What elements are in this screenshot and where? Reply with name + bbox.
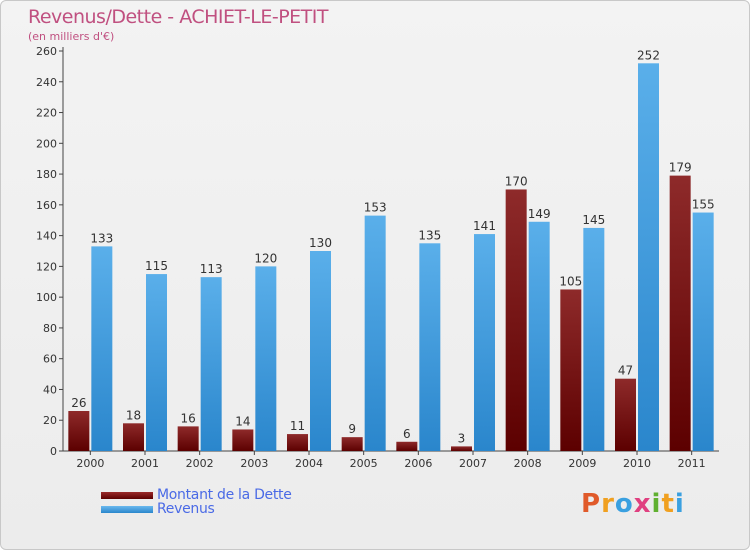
bar-revenus xyxy=(419,243,441,451)
bar-dette xyxy=(396,441,418,451)
data-label-revenus: 113 xyxy=(200,262,223,276)
data-label-revenus: 155 xyxy=(692,198,715,212)
y-tick-label: 200 xyxy=(36,137,57,150)
y-tick-label: 40 xyxy=(43,383,57,396)
x-tick-label: 2009 xyxy=(568,457,596,470)
bar-revenus xyxy=(692,212,714,451)
data-label-revenus: 120 xyxy=(254,251,277,265)
y-tick-label: 0 xyxy=(50,445,57,458)
bar-dette xyxy=(232,429,254,451)
bar-revenus xyxy=(638,63,659,452)
bar-dette xyxy=(68,411,90,451)
x-tick-label: 2011 xyxy=(678,457,706,470)
proxiti-logo: Proxiti xyxy=(581,489,685,519)
bar-dette xyxy=(615,378,636,451)
y-tick-label: 220 xyxy=(36,107,57,120)
data-label-dette: 18 xyxy=(126,408,141,422)
data-label-revenus: 133 xyxy=(90,231,113,245)
y-tick-label: 180 xyxy=(36,168,57,181)
bar-dette xyxy=(451,446,472,451)
data-label-dette: 11 xyxy=(290,419,305,433)
x-tick-label: 2003 xyxy=(240,457,268,470)
y-tick-label: 120 xyxy=(36,260,57,273)
legend-swatch-revenus xyxy=(101,505,153,513)
data-label-revenus: 135 xyxy=(418,228,441,242)
legend-item-dette: Montant de la Dette xyxy=(101,487,292,503)
data-label-dette: 26 xyxy=(71,396,86,410)
bar-dette xyxy=(287,434,308,451)
data-label-revenus: 252 xyxy=(637,48,660,62)
y-tick-label: 100 xyxy=(36,291,57,304)
bar-dette xyxy=(669,175,691,451)
y-tick-label: 80 xyxy=(43,322,57,335)
x-tick-label: 2005 xyxy=(350,457,378,470)
chart-title: Revenus/Dette - ACHIET-LE-PETIT xyxy=(28,6,328,28)
logo-letter: P xyxy=(581,489,602,519)
bar-revenus xyxy=(528,221,550,451)
logo-letter: t xyxy=(661,489,675,519)
data-label-revenus: 141 xyxy=(473,219,496,233)
x-tick-label: 2010 xyxy=(623,457,651,470)
x-tick-label: 2007 xyxy=(459,457,487,470)
data-label-revenus: 130 xyxy=(309,236,332,250)
logo-letter: r xyxy=(601,489,615,519)
data-label-dette: 9 xyxy=(348,422,356,436)
data-label-dette: 3 xyxy=(458,431,466,445)
chart-subtitle: (en milliers d'€) xyxy=(28,30,115,43)
data-label-revenus: 153 xyxy=(364,201,387,215)
x-tick-label: 2001 xyxy=(131,457,159,470)
logo-letter: o xyxy=(614,489,634,519)
logo-letter: x xyxy=(633,489,652,519)
legend-swatch-dette xyxy=(101,491,153,499)
bar-dette xyxy=(505,189,527,451)
y-tick-label: 160 xyxy=(36,199,57,212)
bar-dette xyxy=(560,289,582,451)
y-tick-label: 240 xyxy=(36,76,57,89)
bar-dette xyxy=(123,423,144,451)
bar-revenus xyxy=(91,246,113,451)
bar-revenus xyxy=(474,234,495,451)
data-label-dette: 16 xyxy=(181,411,196,425)
data-label-dette: 179 xyxy=(669,161,692,175)
bar-dette xyxy=(341,437,363,451)
bar-revenus xyxy=(146,274,167,451)
y-tick-label: 260 xyxy=(36,45,57,58)
data-label-revenus: 145 xyxy=(582,213,605,227)
bar-revenus xyxy=(583,227,605,451)
logo-letter: i xyxy=(674,489,685,519)
data-label-dette: 47 xyxy=(618,364,633,378)
x-tick-label: 2002 xyxy=(186,457,214,470)
x-tick-label: 2006 xyxy=(404,457,432,470)
logo-letter: i xyxy=(651,489,662,519)
y-tick-label: 20 xyxy=(43,414,57,427)
bar-revenus xyxy=(364,215,386,451)
bar-revenus xyxy=(200,277,222,451)
data-label-dette: 105 xyxy=(559,274,582,288)
legend-label-revenus: Revenus xyxy=(157,501,215,517)
data-label-revenus: 115 xyxy=(145,259,168,273)
data-label-dette: 6 xyxy=(403,427,411,441)
data-label-revenus: 149 xyxy=(528,207,551,221)
y-tick-label: 60 xyxy=(43,353,57,366)
legend-label-dette: Montant de la Dette xyxy=(157,487,292,503)
bar-revenus xyxy=(255,266,277,451)
x-tick-label: 2000 xyxy=(76,457,104,470)
y-tick-label: 140 xyxy=(36,230,57,243)
data-label-dette: 170 xyxy=(505,174,528,188)
data-label-dette: 14 xyxy=(235,414,250,428)
x-tick-label: 2008 xyxy=(514,457,542,470)
bar-revenus xyxy=(310,251,331,451)
legend-item-revenus: Revenus xyxy=(101,501,215,517)
x-tick-label: 2004 xyxy=(295,457,323,470)
bar-dette xyxy=(177,426,199,451)
